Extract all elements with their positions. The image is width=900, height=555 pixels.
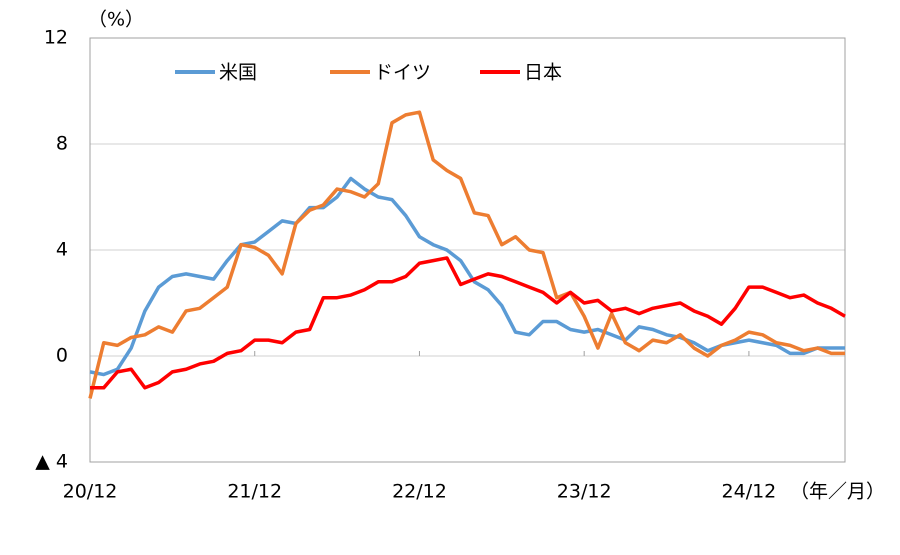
y-tick-label: 8 <box>56 133 68 155</box>
x-tick-label: 20/12 <box>63 481 118 503</box>
y-tick-label: 0 <box>56 345 68 367</box>
x-tick-label: 24/12 <box>722 481 777 503</box>
legend-label: 米国 <box>219 62 257 84</box>
y-tick-label: 4 <box>56 239 68 261</box>
x-tick-label: 23/12 <box>557 481 612 503</box>
legend-label: ドイツ <box>374 62 431 84</box>
y-tick-label: 12 <box>44 27 68 49</box>
x-tick-label: 22/12 <box>392 481 447 503</box>
plot-border <box>89 37 846 463</box>
x-unit: （年／月） <box>790 481 885 503</box>
legend-label: 日本 <box>524 62 562 84</box>
series-line <box>90 256 846 390</box>
series-line <box>88 110 845 399</box>
x-tick-label: 21/12 <box>227 481 282 503</box>
series-line <box>89 176 845 377</box>
y-tick-label: ▲ 4 <box>35 451 68 473</box>
y-unit: （%） <box>88 9 144 31</box>
